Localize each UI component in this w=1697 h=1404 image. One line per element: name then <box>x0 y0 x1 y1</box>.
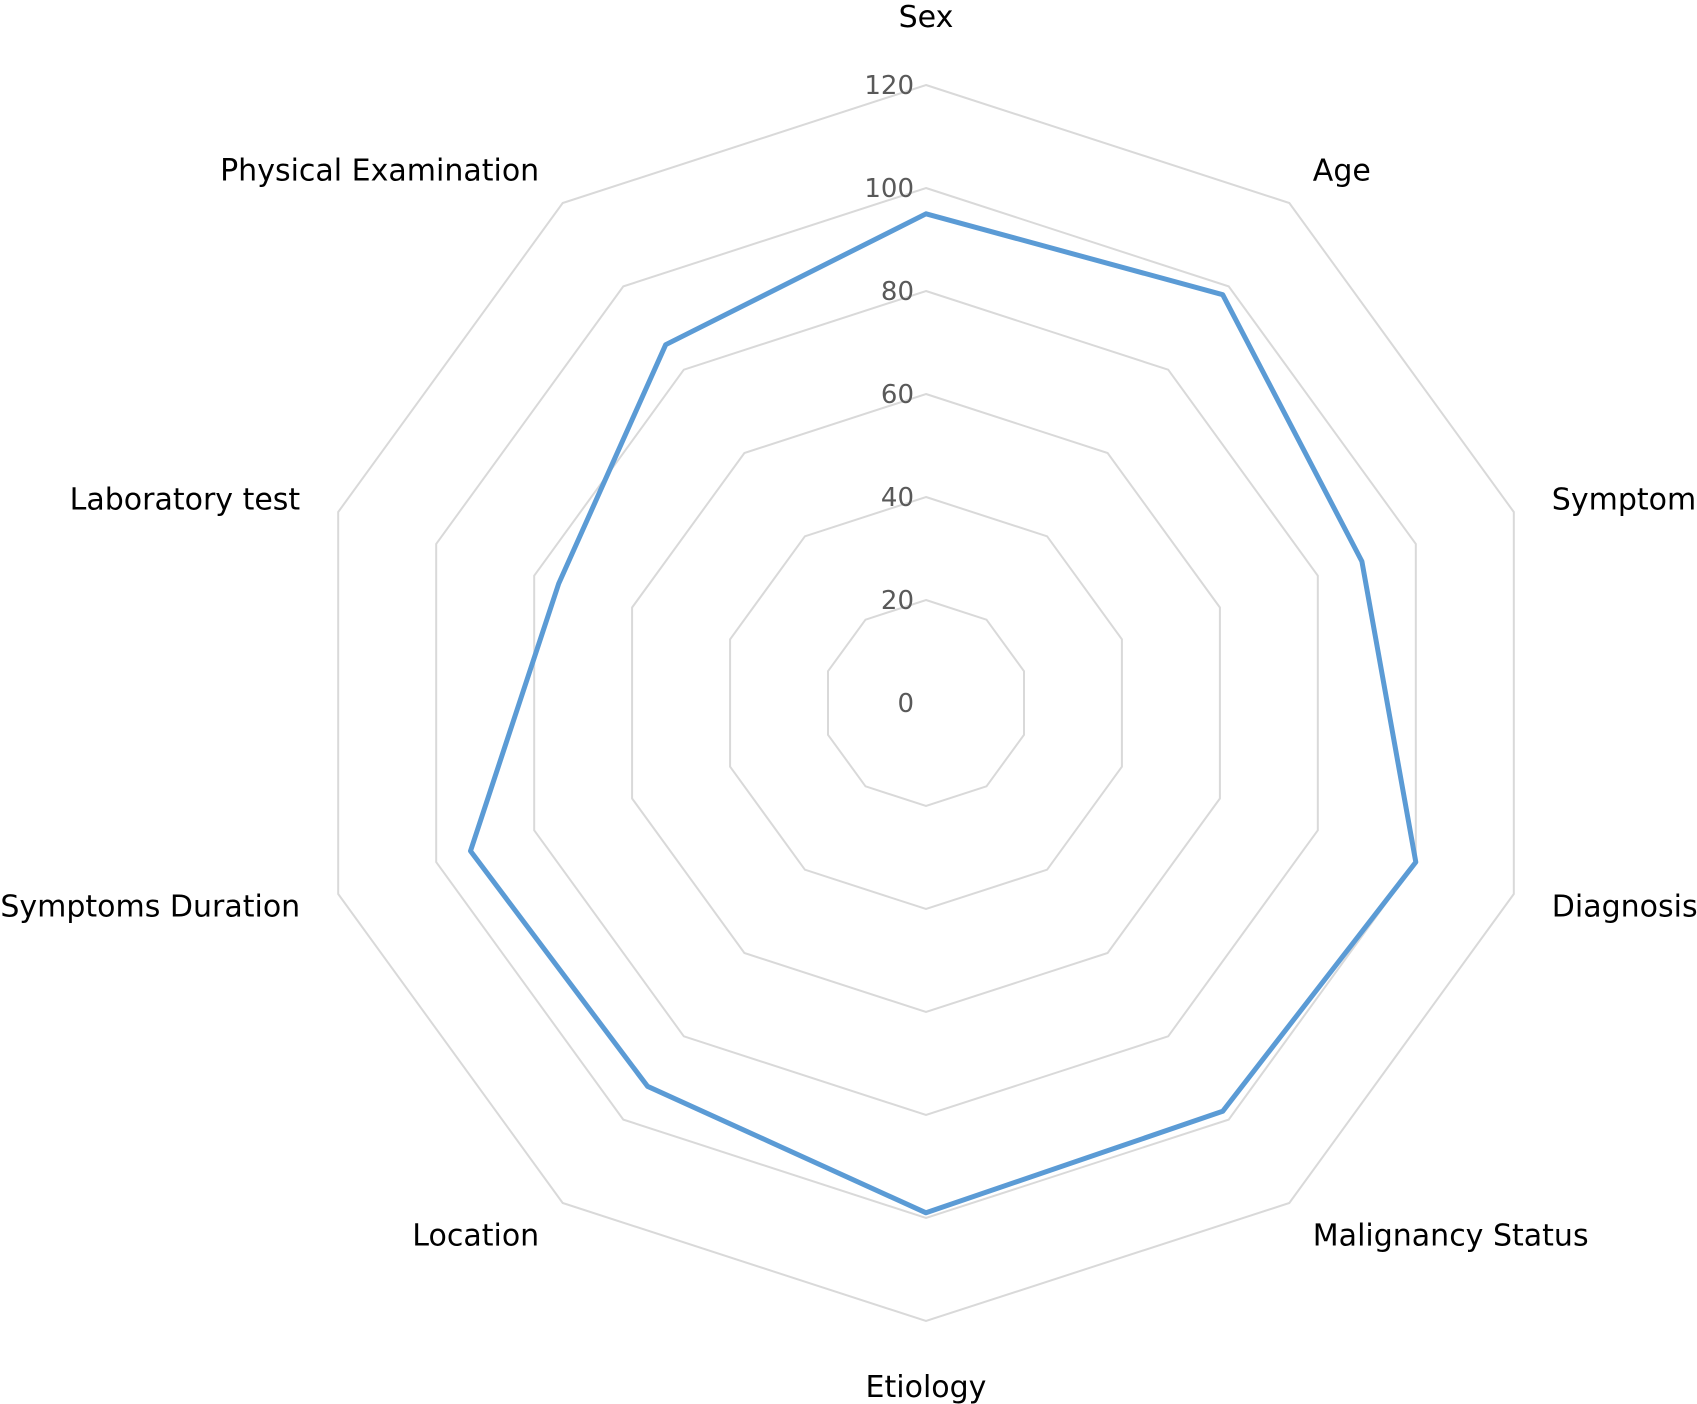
category-label-etiology: Etiology <box>866 1370 987 1404</box>
category-label-laboratory-test: Laboratory test <box>70 483 301 518</box>
tick-label-60: 60 <box>881 380 914 410</box>
tick-label-80: 80 <box>881 277 914 307</box>
grid-ring-60 <box>631 392 1221 1014</box>
grid-ring-20 <box>827 598 1025 808</box>
series-layer <box>468 211 1419 1216</box>
tick-label-40: 40 <box>881 483 914 513</box>
grid-ring-120 <box>337 83 1515 1323</box>
grid-ring-100 <box>435 186 1417 1220</box>
radar-grid <box>337 83 1515 1323</box>
series-line-0 <box>468 211 1419 1216</box>
category-label-symptom: Symptom <box>1552 483 1696 518</box>
grid-ring-40 <box>729 495 1123 911</box>
category-label-diagnosis: Diagnosis <box>1552 889 1697 924</box>
category-label-physical-examination: Physical Examination <box>220 154 539 189</box>
tick-label-0: 0 <box>897 689 914 719</box>
tick-label-100: 100 <box>864 174 914 204</box>
grid-ring-80 <box>533 289 1319 1117</box>
category-label-malignancy-status: Malignancy Status <box>1313 1218 1589 1253</box>
tick-label-20: 20 <box>881 586 914 616</box>
radial-axis-ticks: 0 20 40 60 80 100 120 <box>864 71 914 719</box>
category-label-sex: Sex <box>899 0 954 35</box>
category-label-age: Age <box>1313 154 1371 189</box>
category-label-symptoms-duration: Symptoms Duration <box>0 889 300 924</box>
category-label-location: Location <box>412 1218 539 1253</box>
tick-label-120: 120 <box>864 71 914 101</box>
